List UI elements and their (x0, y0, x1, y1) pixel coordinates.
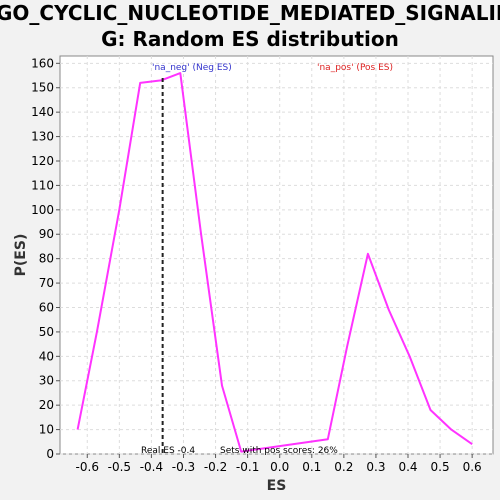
x-tick-label: 0.0 (270, 460, 289, 474)
x-tick-label: -0.1 (236, 460, 259, 474)
y-tick-label: 100 (31, 203, 54, 217)
x-axis-ticks: -0.6 -0.5 -0.4 -0.3 -0.2 -0.1 0.0 0.1 0.2 0.3 0.4 0… (76, 454, 482, 474)
y-tick-label: 10 (39, 423, 54, 437)
grid-lines (60, 56, 493, 455)
x-tick-label: 0.5 (431, 460, 450, 474)
x-tick-label: -0.6 (76, 460, 99, 474)
chart-title-line2: G: Random ES distribution (101, 27, 399, 51)
y-tick-label: 110 (31, 178, 54, 192)
y-tick-label: 40 (39, 349, 54, 363)
x-tick-label: 0.2 (334, 460, 353, 474)
plot-area (59, 55, 494, 455)
neg-es-label: 'na_neg' (Neg ES) (152, 63, 232, 73)
x-tick-label: -0.5 (108, 460, 131, 474)
es-distribution-line (76, 72, 473, 453)
x-tick-label: 0.3 (366, 460, 385, 474)
x-tick-label: 0.1 (302, 460, 321, 474)
y-tick-label: 50 (39, 325, 54, 339)
y-axis-label: P(ES) (13, 234, 29, 277)
chart-title-line1: GO_CYCLIC_NUCLEOTIDE_MEDIATED_SIGNALIN (0, 1, 500, 25)
x-tick-label: -0.2 (204, 460, 227, 474)
x-tick-label: 0.6 (463, 460, 482, 474)
y-tick-label: 120 (31, 154, 54, 168)
y-tick-label: 80 (39, 252, 54, 266)
y-tick-label: 30 (39, 374, 54, 388)
y-tick-label: 20 (39, 398, 54, 412)
y-tick-label: 130 (31, 130, 54, 144)
chart-title: GO_CYCLIC_NUCLEOTIDE_MEDIATED_SIGNALIN G… (0, 0, 500, 52)
y-tick-label: 0 (46, 447, 54, 461)
x-tick-label: 0.4 (398, 460, 417, 474)
y-tick-label: 90 (39, 227, 54, 241)
y-tick-label: 60 (39, 300, 54, 314)
pos-scores-annotation: Sets with pos scores: 26% (220, 446, 338, 456)
real-es-annotation: Real ES -0.4 (141, 446, 195, 456)
pos-es-label: 'na_pos' (Pos ES) (317, 63, 393, 73)
y-tick-label: 150 (31, 81, 54, 95)
series-group (76, 72, 473, 453)
y-tick-label: 70 (39, 276, 54, 290)
x-tick-label: -0.4 (140, 460, 163, 474)
x-tick-label: -0.3 (172, 460, 195, 474)
y-tick-label: 140 (31, 105, 54, 119)
y-tick-label: 160 (31, 56, 54, 70)
x-axis-label: ES (267, 478, 287, 494)
y-axis-ticks: 0 10 20 30 40 50 60 70 80 90 100 110 120 130 140 150 160 (31, 56, 60, 461)
